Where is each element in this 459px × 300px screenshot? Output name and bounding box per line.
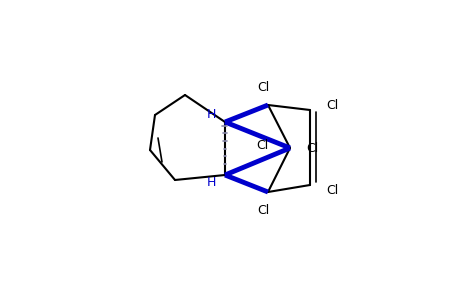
Text: Cl: Cl — [325, 184, 337, 196]
Text: Cl: Cl — [325, 98, 337, 112]
Text: H: H — [206, 176, 215, 190]
Text: H: H — [206, 107, 215, 121]
Text: Cl: Cl — [255, 139, 268, 152]
Text: Cl: Cl — [256, 203, 269, 217]
Text: Cl: Cl — [305, 142, 318, 154]
Text: Cl: Cl — [256, 80, 269, 94]
